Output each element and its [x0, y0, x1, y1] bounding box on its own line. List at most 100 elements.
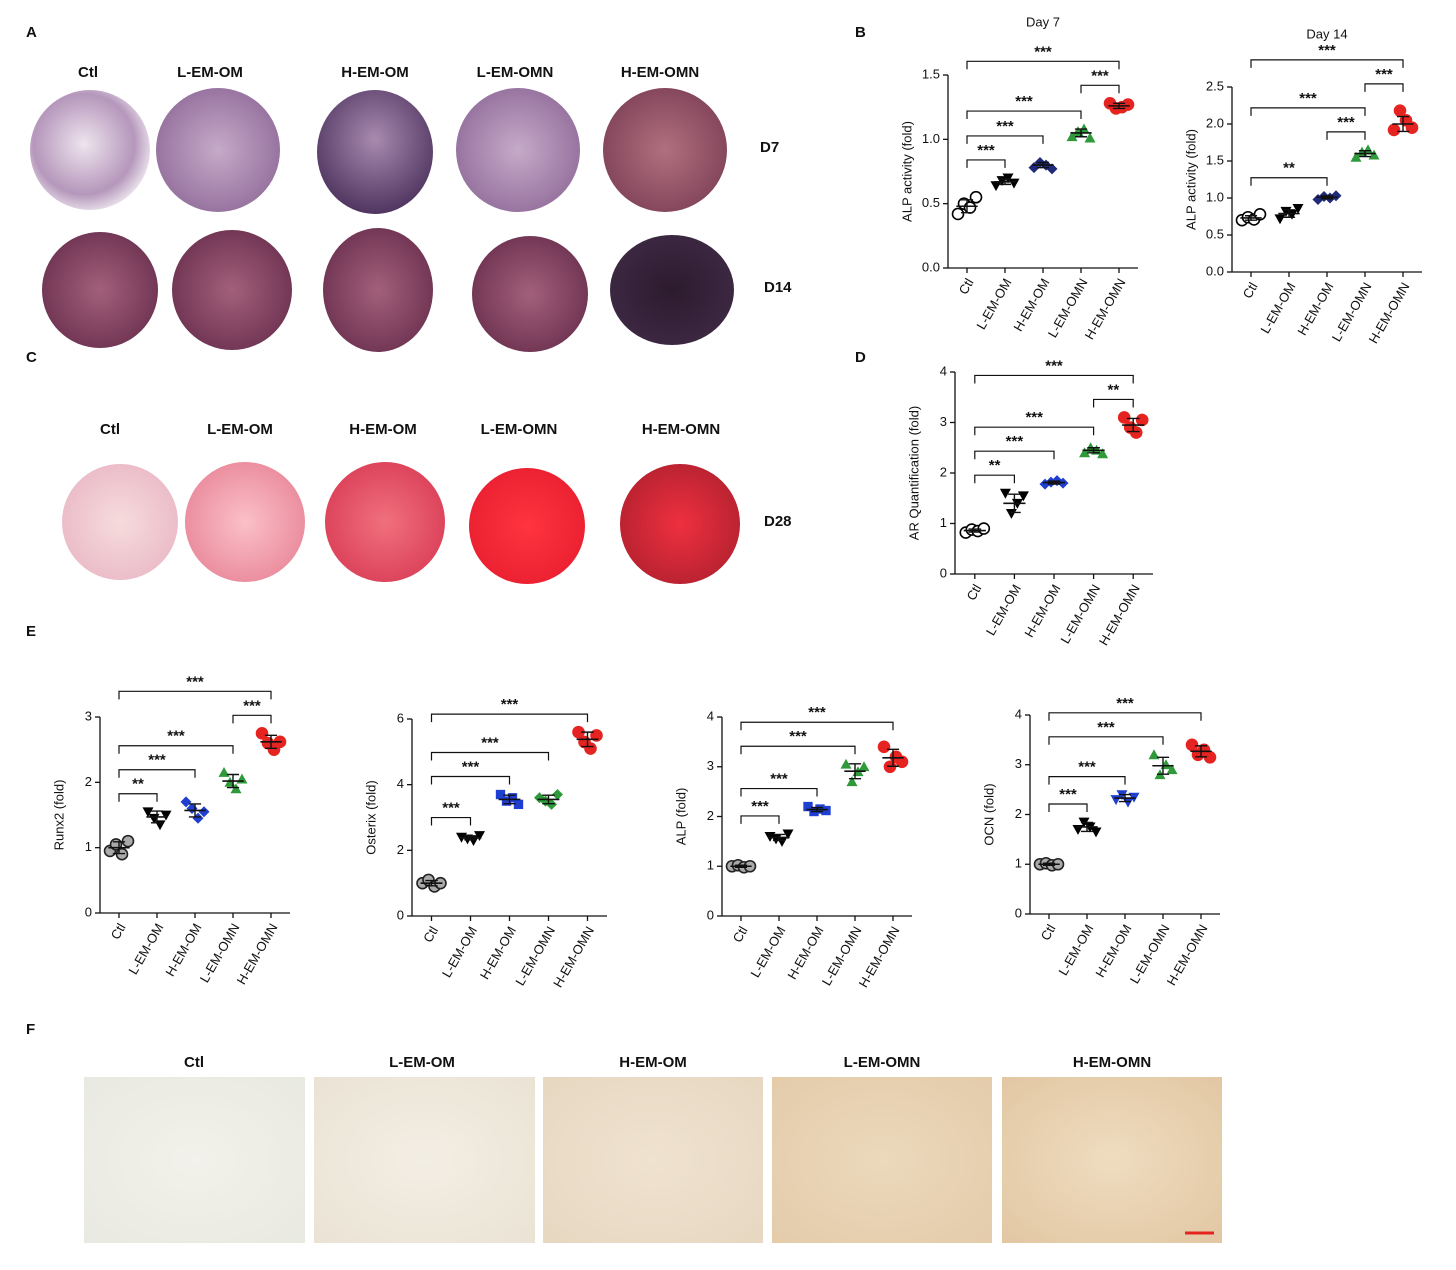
point — [1368, 149, 1380, 160]
significance-bracket — [1048, 776, 1126, 785]
photo — [172, 230, 292, 350]
significance-label: *** — [1116, 695, 1134, 712]
point — [1135, 413, 1149, 427]
significance-bracket — [118, 745, 234, 754]
point — [1129, 426, 1143, 439]
error-bar — [112, 841, 126, 855]
y-tick-label: 0 — [397, 907, 404, 922]
y-tick-label: 0 — [85, 904, 92, 919]
chart: Runx2 (fold)0123CtlL-EM-OMH-EM-OML-EM-OM… — [51, 673, 290, 987]
panel-letter: E — [26, 623, 36, 640]
significance-label: *** — [1006, 433, 1024, 450]
panel-letter: A — [26, 24, 37, 41]
y-axis-label: Runx2 (fold) — [51, 780, 66, 851]
y-axis-label: ALP (fold) — [673, 788, 688, 846]
significance-label: *** — [1045, 357, 1063, 374]
y-tick-label: 4 — [397, 776, 404, 791]
point — [1274, 214, 1286, 225]
column-label: L-EM-OM — [177, 64, 243, 81]
significance-bracket — [1080, 84, 1120, 94]
x-tick-label: Ctl — [420, 924, 441, 945]
point — [858, 761, 870, 772]
significance-bracket — [1093, 398, 1134, 408]
error-bar — [150, 810, 164, 824]
y-tick-label: 6 — [397, 710, 404, 725]
error-bar — [1194, 745, 1208, 758]
point — [230, 783, 242, 794]
error-bar — [425, 879, 438, 887]
x-tick-label: H-EM-OM — [1092, 922, 1134, 980]
significance-bracket — [232, 714, 272, 724]
significance-bracket — [118, 769, 196, 778]
column-label: H-EM-OM — [619, 1054, 687, 1071]
panel-a-photos — [30, 88, 734, 352]
significance-label: *** — [167, 728, 185, 745]
significance-label: *** — [1091, 67, 1109, 84]
significance-bracket — [1250, 107, 1366, 116]
chart: Osterix (fold) 0 2 4 6 CtlL-EM-OMH-EM-OML-EM-… — [363, 696, 607, 990]
chart: OCN (fold)01234CtlL-EM-OMH-EM-OML-EM-OMN… — [981, 695, 1220, 988]
significance-label: *** — [1299, 90, 1317, 107]
y-tick-label: 2.0 — [1206, 115, 1224, 130]
x-tick-label: H-EM-OMN — [550, 924, 597, 990]
column-label: L-EM-OMN — [844, 1054, 921, 1071]
point — [846, 776, 858, 787]
point — [1292, 203, 1304, 214]
y-tick-label: 3 — [940, 414, 947, 429]
point — [1330, 190, 1342, 202]
panel-letter: C — [26, 349, 37, 366]
photo — [314, 1077, 535, 1243]
y-tick-label: 4 — [940, 363, 947, 378]
point — [1002, 173, 1014, 184]
significance-label: *** — [1375, 66, 1393, 83]
column-label: L-EM-OMN — [481, 421, 558, 438]
photo — [620, 464, 740, 584]
y-tick-label: 1.5 — [1206, 152, 1224, 167]
error-bar — [1087, 447, 1100, 454]
x-tick-label: H-EM-OM — [1294, 280, 1336, 338]
significance-bracket — [1364, 83, 1404, 92]
point — [1097, 448, 1109, 459]
column-label: H-EM-OMN — [621, 64, 699, 81]
panel-letter: B — [855, 24, 866, 41]
column-label: L-EM-OMN — [477, 64, 554, 81]
y-tick-label: 2 — [707, 808, 714, 823]
y-tick-label: 3 — [1015, 756, 1022, 771]
column-label: Ctl — [184, 1054, 204, 1071]
significance-bracket — [430, 775, 511, 785]
x-tick-label: L-EM-OM — [747, 924, 788, 980]
y-tick-label: 0 — [940, 565, 947, 580]
significance-label: *** — [770, 771, 788, 788]
point — [776, 836, 788, 847]
error-bar — [581, 731, 594, 748]
error-bar — [1112, 102, 1126, 110]
point — [1008, 178, 1020, 189]
y-axis-label: Osterix (fold) — [363, 780, 378, 854]
error-bar — [464, 835, 477, 841]
point — [895, 755, 909, 769]
panel-letter: D — [855, 349, 866, 366]
significance-label: *** — [1097, 719, 1115, 736]
significance-bracket — [974, 374, 1134, 384]
point — [1387, 123, 1401, 137]
photo — [323, 228, 433, 352]
x-tick-label: Ctl — [108, 921, 129, 942]
error-bar — [1008, 493, 1021, 514]
point — [218, 767, 230, 777]
y-tick-label: 3 — [85, 708, 92, 723]
x-tick-label: L-EM-OM — [125, 921, 166, 977]
error-bar — [1358, 149, 1372, 158]
y-tick-label: 0.5 — [1206, 226, 1224, 241]
significance-bracket — [740, 745, 856, 755]
significance-label: *** — [996, 118, 1014, 135]
point — [180, 796, 192, 808]
significance-label: *** — [1078, 759, 1096, 776]
significance-bracket — [1250, 177, 1328, 186]
point — [1166, 764, 1178, 775]
photo — [610, 235, 734, 345]
point — [969, 190, 983, 204]
error-bar — [848, 763, 862, 780]
photo — [156, 88, 280, 212]
error-bar — [1036, 161, 1050, 169]
